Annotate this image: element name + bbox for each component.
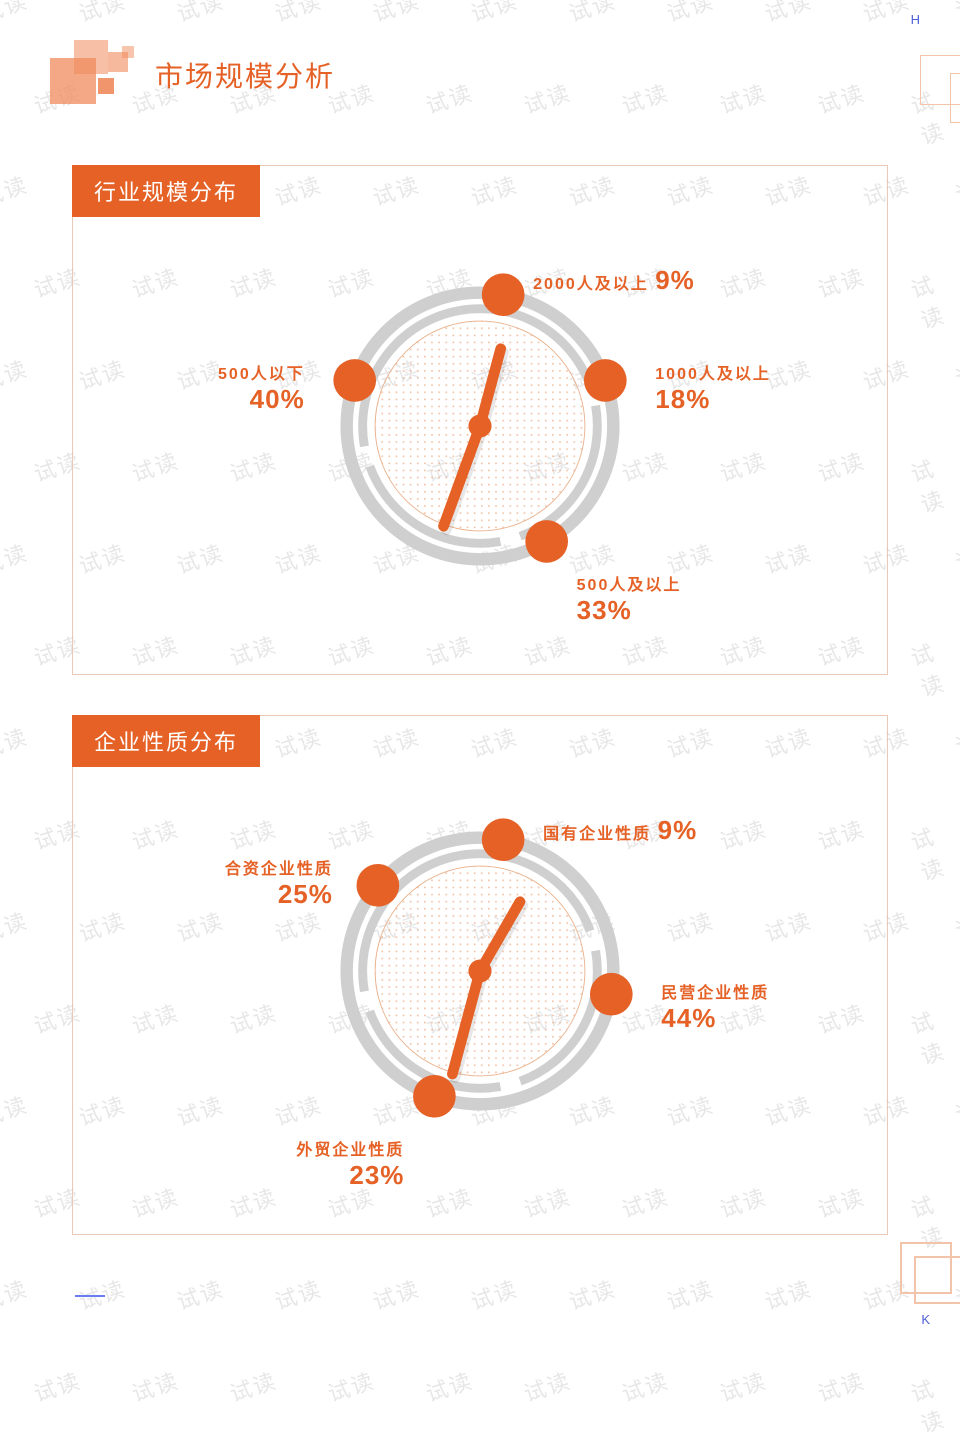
panel-title: 企业性质分布 (72, 715, 260, 767)
header-decoration (50, 40, 140, 110)
panel-title: 行业规模分布 (72, 165, 260, 217)
dial-point-label: 国有企业性质 9% (543, 815, 697, 846)
footer-accent-line (75, 1295, 105, 1297)
dial-point (357, 864, 400, 907)
panel-enterprise-type: 企业性质分布 国有企业性质 9%民营企业性质44%外贸企业性质23%合资企业性质… (72, 715, 888, 1235)
dial-point (525, 520, 568, 563)
page-title: 市场规模分析 (155, 55, 335, 95)
dial-point (584, 359, 627, 402)
corner-marker-k: K (921, 1312, 930, 1327)
dial-point-label: 2000人及以上 9% (533, 265, 695, 296)
dial-point (482, 273, 525, 316)
corner-marker-h: H (911, 12, 920, 27)
dial-point-label: 外贸企业性质23% (296, 1136, 404, 1191)
panel-industry-scale: 行业规模分布 2000人及以上 9%1000人及以上18%500人及以上33%5… (72, 165, 888, 675)
page-header: 市场规模分析 (55, 45, 335, 85)
dial-point (590, 973, 633, 1016)
dial-point-label: 民营企业性质44% (661, 979, 769, 1034)
dial-point-label: 500人以下40% (218, 360, 305, 415)
dial-point-label: 500人及以上33% (577, 571, 682, 626)
dial-point (482, 818, 525, 861)
dial-point-label: 合资企业性质25% (225, 855, 333, 910)
dial-point-label: 1000人及以上18% (655, 360, 771, 415)
dial-point (413, 1075, 456, 1118)
dial-chart-2: 国有企业性质 9%民营企业性质44%外贸企业性质23%合资企业性质25% (320, 811, 640, 1131)
dial-point (333, 359, 376, 402)
dial-chart-1: 2000人及以上 9%1000人及以上18%500人及以上33%500人以下40… (320, 266, 640, 586)
